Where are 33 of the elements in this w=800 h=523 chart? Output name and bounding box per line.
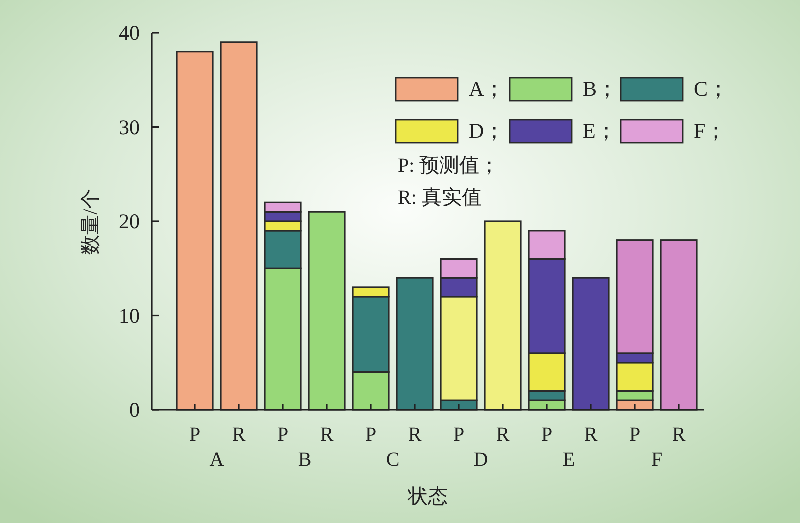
x-tick-label: P [189, 424, 201, 446]
y-tick-label: 30 [119, 115, 140, 140]
y-tick-label: 20 [119, 210, 140, 234]
legend-label: C； [694, 77, 730, 101]
text: E [562, 449, 576, 471]
x-tick-label: R [232, 424, 246, 446]
x-axis-title: 状态 [407, 486, 448, 508]
text: F [651, 449, 663, 471]
y-tick-label: 10 [119, 304, 140, 328]
legend-label: A； [469, 77, 506, 101]
x-tick-label: P [277, 424, 289, 446]
text: C [386, 449, 400, 471]
x-tick-label: P [453, 424, 465, 446]
x-tick-label: R [584, 424, 598, 446]
annotation: R: 真实值 [398, 187, 482, 209]
legend-label: F； [694, 119, 727, 143]
text: D [474, 449, 488, 471]
legend-label: E； [583, 119, 617, 143]
text: A [210, 449, 225, 471]
annotation: P: 预测值； [398, 155, 500, 177]
x-tick-label: R [496, 424, 510, 446]
x-tick-label: R [320, 424, 334, 446]
y-axis-title: 数量/个 [80, 189, 102, 255]
x-tick-label: R [672, 424, 686, 446]
x-tick-label: P [365, 424, 377, 446]
legend-label: B； [583, 77, 618, 101]
text: B [298, 449, 312, 471]
y-tick-label: 40 [119, 21, 140, 45]
legend-label: D； [469, 119, 506, 143]
y-tick-label: 0 [130, 398, 140, 422]
x-tick-label: P [541, 424, 553, 446]
x-tick-label: P [629, 424, 641, 446]
x-tick-label: R [408, 424, 422, 446]
